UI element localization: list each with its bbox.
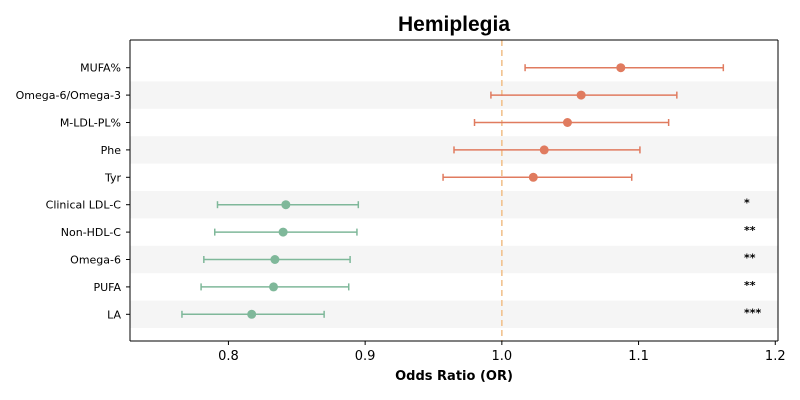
or-point	[278, 227, 288, 237]
or-point	[562, 118, 572, 127]
x-tick-label: 0.9	[355, 349, 376, 364]
y-tick-label: PUFA	[93, 281, 121, 294]
data-row-non-hdl-c	[214, 227, 358, 237]
data-row-phe	[453, 145, 641, 155]
y-tick-label: Clinical LDL-C	[46, 199, 122, 212]
chart-title: Hemiplegia	[398, 13, 510, 36]
y-tick-label: Omega-6/Omega-3	[16, 89, 121, 102]
data-row-pufa	[200, 282, 350, 292]
significance-markers: **********	[744, 197, 762, 320]
significance-marker: *	[744, 197, 750, 210]
or-point	[281, 200, 291, 210]
axes: MUFA% Omega-6/Omega-3 M-LDL-PL% Phe Tyr Clini…	[16, 39, 786, 364]
row-band	[130, 81, 778, 109]
y-tick-label: M-LDL-PL%	[60, 117, 121, 130]
or-point	[528, 172, 538, 182]
x-tick-label: 0.8	[218, 349, 239, 364]
significance-marker: **	[744, 224, 756, 237]
y-tick-label: Non-HDL-C	[61, 226, 122, 239]
data-row-m-ldl-pl-	[473, 118, 670, 127]
or-point	[576, 90, 586, 100]
data-row-omega-6	[203, 255, 351, 264]
data-row-clinical-ldl-c	[216, 200, 360, 210]
y-tick-label: Tyr	[104, 171, 122, 184]
y-tick-label: MUFA%	[80, 62, 121, 75]
y-tick-label: Phe	[101, 144, 122, 157]
significance-marker: ***	[744, 306, 762, 319]
or-point	[616, 63, 626, 73]
data-row-la	[181, 309, 325, 319]
x-tick-label: 1.0	[492, 349, 513, 364]
x-axis-label: Odds Ratio (OR)	[395, 369, 513, 384]
y-tick-label: Omega-6	[70, 254, 121, 267]
data-row-tyr	[442, 172, 633, 182]
data-row-omega-6-omega-3	[490, 90, 678, 100]
or-point	[270, 255, 280, 264]
data-marks	[181, 63, 725, 319]
or-point	[269, 282, 279, 292]
data-row-mufa-	[524, 63, 725, 73]
x-tick-label: 1.1	[628, 349, 649, 364]
y-tick-label: LA	[107, 308, 121, 321]
significance-marker: **	[744, 279, 756, 292]
or-point	[539, 145, 549, 155]
x-tick-label: 1.2	[765, 349, 786, 364]
or-point	[247, 309, 257, 319]
significance-marker: **	[744, 252, 756, 265]
